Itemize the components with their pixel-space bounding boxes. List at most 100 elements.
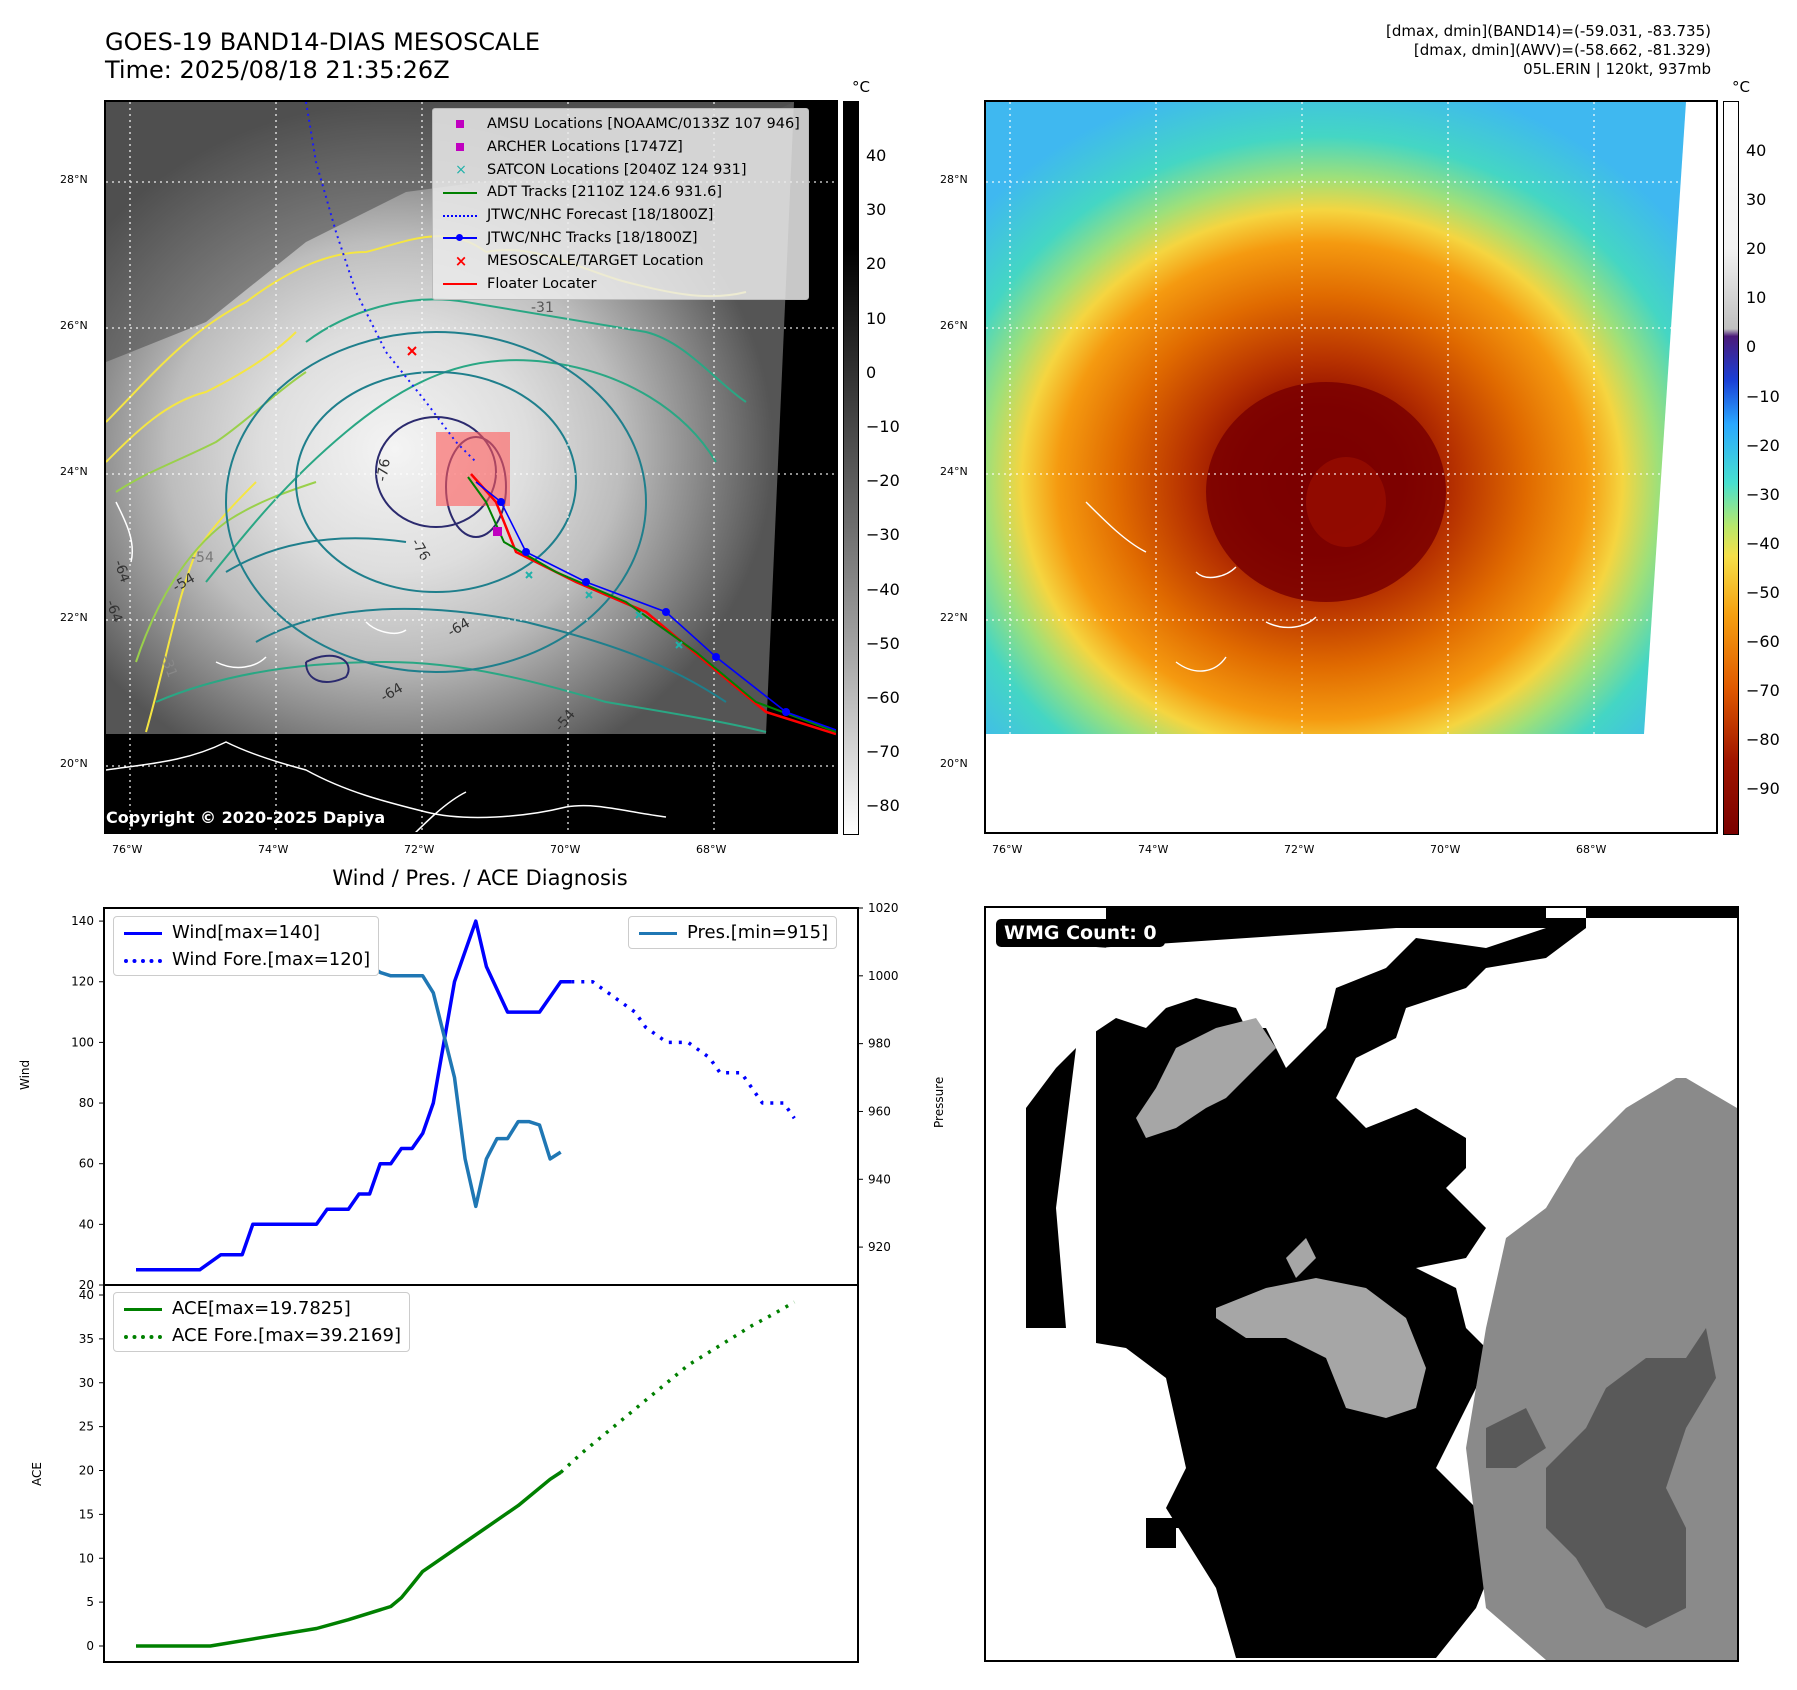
series-line-1 — [571, 979, 796, 1120]
storm-info-line2: [dmax, dmin](AWV)=(-58.662, -81.329) — [1413, 41, 1711, 59]
legend-item-floater: Floater Locater — [441, 273, 800, 296]
colorbar-tick-label: 40 — [866, 146, 887, 165]
pres-tick-label: 1020 — [868, 901, 899, 915]
lon-label: 70°W — [1430, 843, 1461, 856]
color-map-svg — [986, 102, 1716, 734]
ace-legend: ACE[max=19.7825] ACE Fore.[max=39.2169] — [113, 1292, 410, 1352]
wind-tick-label: 20 — [79, 1278, 94, 1292]
colorbar-tick-label: 20 — [866, 254, 887, 274]
lon-label: 70°W — [550, 843, 581, 856]
legend-item-adt: ADT Tracks [2110Z 124.6 931.6] — [441, 181, 800, 204]
colorbar-tick-label: −90 — [1746, 779, 1780, 799]
lat-label: 24°N — [60, 465, 88, 478]
colorbar-tick-label: −60 — [1746, 632, 1780, 651]
wmg-map-svg — [986, 908, 1737, 1660]
colorbar-tick-label: −10 — [1746, 386, 1780, 406]
pres-tick-label: 980 — [868, 1037, 891, 1051]
contour-label: -64 — [110, 558, 133, 585]
lat-label: 20°N — [940, 757, 968, 770]
colorbar-tick-label: −70 — [1746, 681, 1780, 701]
wmg-count-badge: WMG Count: 0 — [996, 919, 1165, 947]
colorbar-tick-label: −50 — [1746, 582, 1780, 602]
wmg-panel — [984, 906, 1739, 1662]
pres-axis-label: Pressure — [932, 1076, 946, 1128]
wind-tick-label: 60 — [79, 1157, 94, 1171]
legend-item-archer: ARCHER Locations [1747Z] — [441, 136, 800, 159]
contour-label: -64 — [106, 598, 125, 625]
colorbar-tick-label: 10 — [866, 308, 887, 328]
wind-tick-label: 120 — [71, 975, 94, 989]
legend-item-tracks: JTWC/NHC Tracks [18/1800Z] — [441, 227, 800, 250]
pres-tick-label: 1000 — [868, 969, 899, 983]
contour-label: -54 — [191, 550, 214, 566]
copyright-text: Copyright © 2020-2025 Dapiya — [106, 808, 386, 827]
colorbar-tick-label: −40 — [1746, 533, 1780, 553]
ace-axis-label: ACE — [30, 1462, 44, 1486]
lon-label: 74°W — [258, 843, 289, 856]
figure-title-line1: GOES-19 BAND14-DIAS MESOSCALE — [105, 28, 541, 56]
colorbar-color — [1723, 101, 1739, 835]
pres-tick-label: 960 — [868, 1104, 891, 1118]
colorbar-gray-unit: °C — [852, 78, 870, 96]
lat-label: 28°N — [60, 173, 88, 186]
legend-pres: Pres.[min=915] — [637, 919, 828, 946]
lat-label: 28°N — [940, 173, 968, 186]
storm-info-line3: 05L.ERIN | 120kt, 937mb — [1523, 60, 1711, 78]
legend-item-target: × MESOSCALE/TARGET Location — [454, 252, 704, 271]
colorbar-tick-label: −10 — [866, 417, 900, 436]
diag-chart: 2040608010012014092094096098010001020051… — [71, 901, 899, 1663]
legend-item-amsu: AMSU Locations [NOAAMC/0133Z 107 946] — [441, 113, 800, 136]
ace-tick-label: 25 — [79, 1420, 94, 1434]
diag-title: Wind / Pres. / ACE Diagnosis — [332, 866, 628, 890]
lat-label: 20°N — [60, 757, 88, 770]
ace-tick-label: 5 — [86, 1595, 94, 1609]
contour-label: -31 — [157, 653, 180, 680]
ace-tick-label: 15 — [79, 1507, 94, 1521]
ace-tick-label: 20 — [79, 1464, 94, 1478]
colorbar-tick-label: −80 — [866, 796, 900, 816]
ace-tick-label: 40 — [79, 1288, 94, 1302]
ace-tick-label: 10 — [79, 1551, 94, 1565]
storm-info: [dmax, dmin](BAND14)=(-59.031, -83.735) … — [1386, 22, 1711, 79]
pres-tick-label: 940 — [868, 1172, 891, 1186]
wind-tick-label: 100 — [71, 1035, 94, 1049]
colorbar-tick-label: 30 — [866, 200, 887, 220]
figure-title-line2: Time: 2025/08/18 21:35:26Z — [105, 56, 450, 84]
lon-label: 76°W — [992, 843, 1023, 856]
colorbar-color-unit: °C — [1732, 78, 1750, 96]
series-line-4 — [559, 1300, 796, 1474]
wind-tick-label: 40 — [79, 1217, 94, 1231]
colorbar-tick-label: −30 — [866, 525, 900, 545]
colorbar-tick-label: 0 — [1746, 337, 1757, 357]
lat-label: 26°N — [60, 319, 88, 332]
wind-axis-label: Wind — [18, 1059, 32, 1090]
ace-tick-label: 35 — [79, 1332, 94, 1346]
ace-tick-label: 0 — [86, 1639, 94, 1653]
lon-label: 72°W — [404, 843, 435, 856]
lon-label: 68°W — [1576, 843, 1607, 856]
legend-wind: Wind[max=140] — [122, 919, 370, 946]
lon-label: 68°W — [696, 843, 727, 856]
legend-ace: ACE[max=19.7825] — [122, 1295, 401, 1322]
figure-title: GOES-19 BAND14-DIAS MESOSCALE Time: 2025… — [105, 28, 540, 84]
lat-label: 26°N — [940, 319, 968, 332]
contour-label: -76 — [374, 457, 394, 482]
colorbar-tick-label: −20 — [1746, 435, 1780, 455]
colorbar-gray — [843, 101, 859, 835]
lat-label: 22°N — [60, 611, 88, 624]
ace-axes-frame — [103, 1284, 859, 1663]
lat-label: 22°N — [940, 611, 968, 624]
colorbar-tick-label: 40 — [1746, 141, 1767, 160]
colorbar-tick-label: −20 — [866, 471, 900, 491]
lon-label: 74°W — [1138, 843, 1169, 856]
lon-label: 76°W — [112, 843, 143, 856]
colorbar-tick-label: 20 — [1746, 239, 1767, 259]
colorbar-tick-label: 0 — [866, 362, 877, 382]
colorbar-tick-label: −50 — [866, 633, 900, 653]
ace-tick-label: 30 — [79, 1376, 94, 1390]
storm-info-line1: [dmax, dmin](BAND14)=(-59.031, -83.735) — [1386, 22, 1711, 40]
wind-tick-label: 140 — [71, 914, 94, 928]
series-line-0 — [136, 919, 572, 1272]
pres-legend: Pres.[min=915] — [628, 916, 838, 949]
series-line-3 — [136, 1470, 562, 1648]
